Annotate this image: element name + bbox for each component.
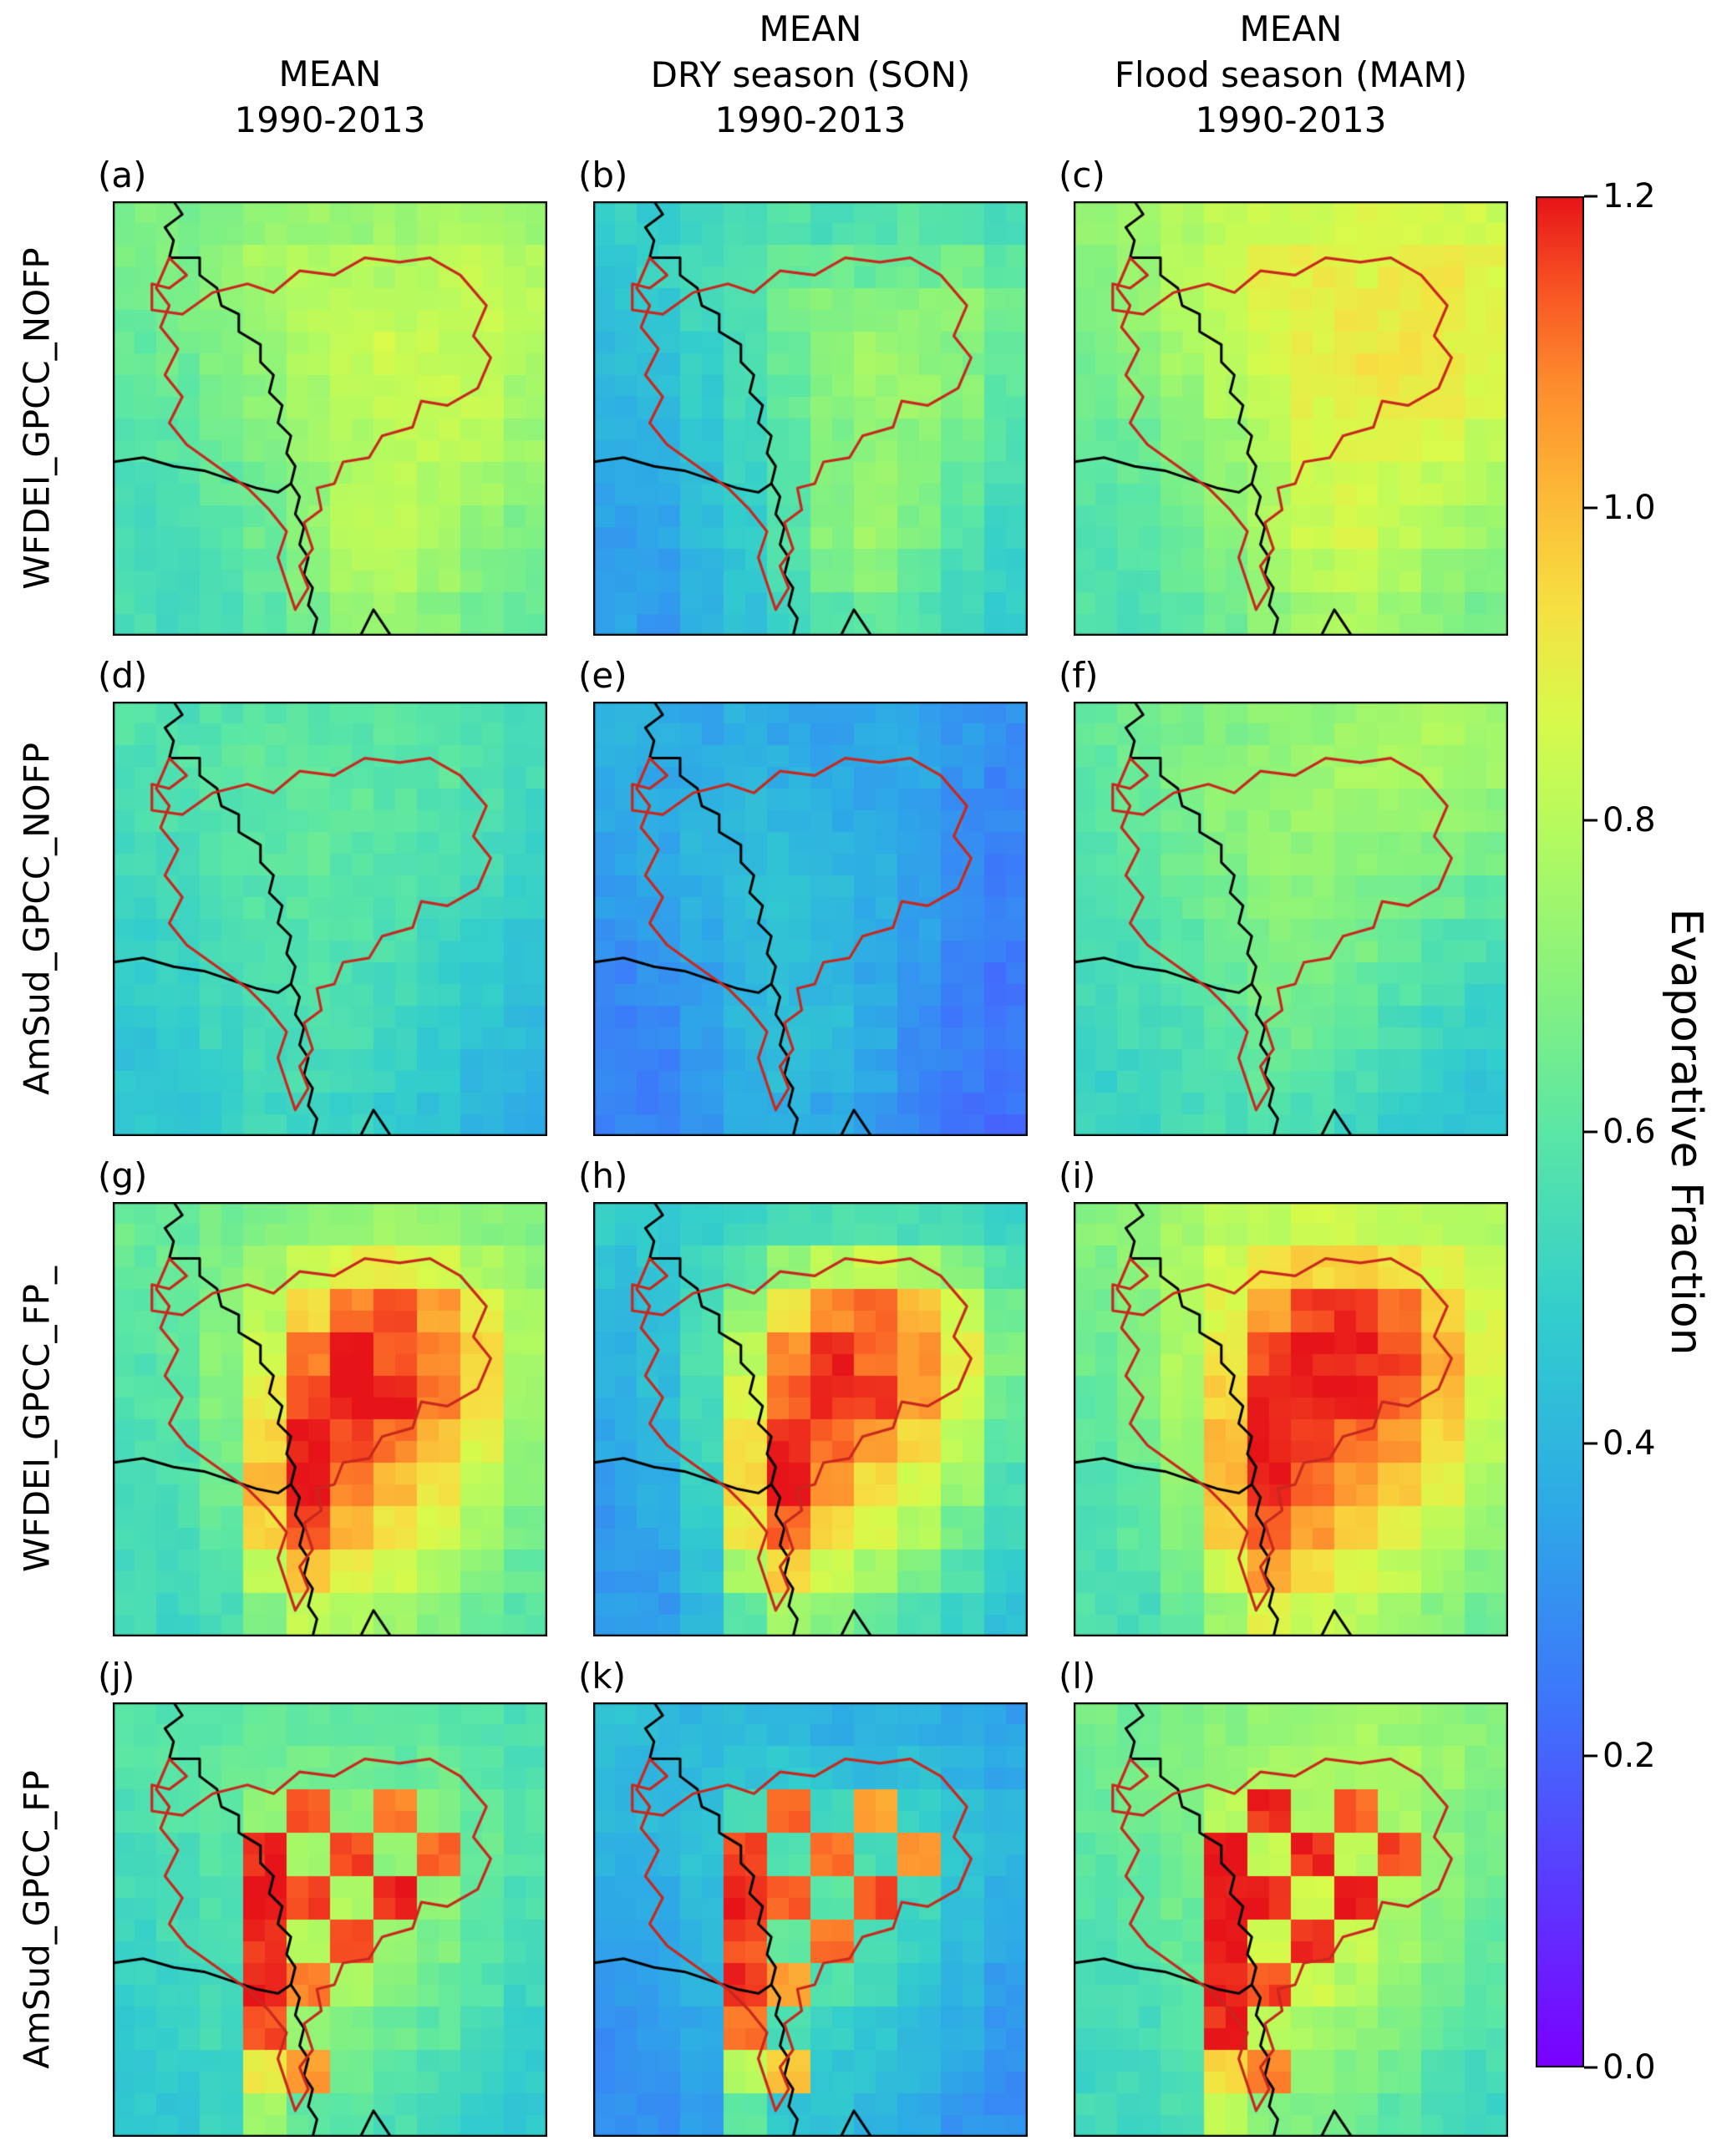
colorbar-tick-label: 1.2 <box>1603 177 1656 216</box>
heatmap-canvas-b <box>593 201 1028 636</box>
column-title-mean: MEAN 1990-2013 <box>234 53 426 140</box>
panel-letter-b: (b) <box>578 155 628 195</box>
colorbar-tick-label: 0.2 <box>1603 1736 1656 1775</box>
heatmap-canvas-a <box>113 201 547 636</box>
panel-h: (h) <box>578 1155 1028 1636</box>
row-label-amsud-gpcc-fp: AmSud_GPCC_FP <box>16 1770 58 2069</box>
column-title-dry-season: MEAN DRY season (SON) 1990-2013 <box>650 8 971 141</box>
panel-letter-c: (c) <box>1059 155 1105 195</box>
panel-a: (a) <box>98 155 547 636</box>
heatmap-canvas-e <box>593 702 1028 1136</box>
row-label-amsud-gpcc-nofp: AmSud_GPCC_NOFP <box>16 742 58 1096</box>
heatmap-canvas-g <box>113 1202 547 1636</box>
panel-letter-h: (h) <box>578 1155 628 1196</box>
panel-k: (k) <box>578 1656 1028 2137</box>
heatmap-canvas-c <box>1074 201 1508 636</box>
row-label-wfdei-gpcc-nofp: WFDEI_GPCC_NOFP <box>16 247 58 590</box>
heatmap-canvas-k <box>593 1702 1028 2137</box>
heatmap-canvas-j <box>113 1702 547 2137</box>
colorbar-tick-mark <box>1584 1754 1597 1758</box>
panel-letter-k: (k) <box>578 1656 627 1697</box>
colorbar-tick-label: 0.4 <box>1603 1424 1656 1464</box>
panel-e: (e) <box>578 655 1028 1136</box>
colorbar-tick-label: 0.6 <box>1603 1113 1656 1151</box>
panel-letter-e: (e) <box>578 655 627 696</box>
panel-letter-i: (i) <box>1059 1155 1096 1196</box>
heatmap-canvas-d <box>113 702 547 1136</box>
panel-f: (f) <box>1059 655 1508 1136</box>
colorbar-tick-mark <box>1584 195 1597 198</box>
panel-i: (i) <box>1059 1155 1508 1636</box>
panel-c: (c) <box>1059 155 1508 636</box>
panel-d: (d) <box>98 655 547 1136</box>
colorbar-tick-mark <box>1584 506 1597 510</box>
panel-letter-d: (d) <box>98 655 148 696</box>
heatmap-canvas-f <box>1074 702 1508 1136</box>
column-title-flood-season: MEAN Flood season (MAM) 1990-2013 <box>1114 8 1468 141</box>
panel-letter-l: (l) <box>1059 1656 1096 1697</box>
colorbar <box>1536 196 1584 2067</box>
panel-letter-f: (f) <box>1059 655 1099 696</box>
panel-letter-a: (a) <box>98 155 147 195</box>
row-label-wfdei-gpcc-fp: WFDEI_GPCC_FP_ <box>16 1266 58 1572</box>
colorbar-tick-mark <box>1584 1130 1597 1134</box>
colorbar-tick-mark <box>1584 1442 1597 1445</box>
panel-letter-g: (g) <box>98 1155 148 1196</box>
heatmap-canvas-l <box>1074 1702 1508 2137</box>
panel-j: (j) <box>98 1656 547 2137</box>
colorbar-tick-mark <box>1584 2066 1597 2069</box>
heatmap-canvas-h <box>593 1202 1028 1636</box>
heatmap-canvas-i <box>1074 1202 1508 1636</box>
colorbar-tick-label: 0.0 <box>1603 2048 1656 2087</box>
panel-l: (l) <box>1059 1656 1508 2137</box>
colorbar-tick-label: 1.0 <box>1603 489 1656 528</box>
panel-letter-j: (j) <box>98 1656 135 1697</box>
colorbar-label: Evaporative Fraction <box>1661 908 1711 1356</box>
panel-b: (b) <box>578 155 1028 636</box>
panel-g: (g) <box>98 1155 547 1636</box>
colorbar-tick-label: 0.8 <box>1603 800 1656 840</box>
colorbar-tick-mark <box>1584 819 1597 822</box>
